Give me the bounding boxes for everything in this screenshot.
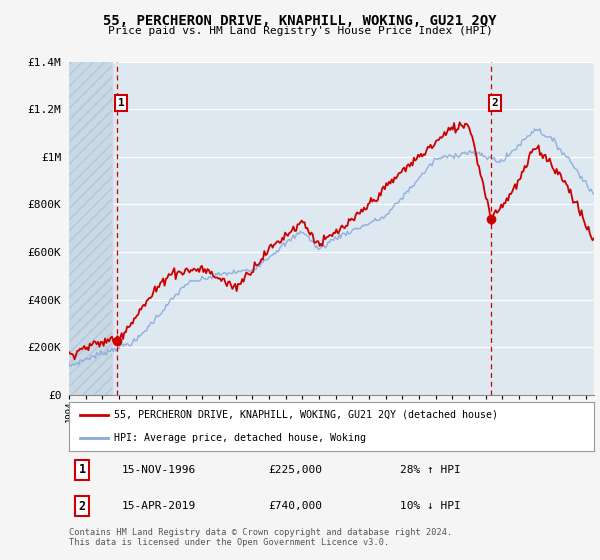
Text: £225,000: £225,000 [269, 465, 323, 475]
Text: 15-APR-2019: 15-APR-2019 [121, 501, 196, 511]
Text: 2: 2 [491, 98, 498, 108]
Text: HPI: Average price, detached house, Woking: HPI: Average price, detached house, Woki… [113, 433, 365, 444]
Text: Price paid vs. HM Land Registry's House Price Index (HPI): Price paid vs. HM Land Registry's House … [107, 26, 493, 36]
Text: 10% ↓ HPI: 10% ↓ HPI [400, 501, 461, 511]
Text: £740,000: £740,000 [269, 501, 323, 511]
Text: 1: 1 [79, 463, 86, 476]
Text: 55, PERCHERON DRIVE, KNAPHILL, WOKING, GU21 2QY: 55, PERCHERON DRIVE, KNAPHILL, WOKING, G… [103, 14, 497, 28]
Text: 1: 1 [118, 98, 125, 108]
Text: Contains HM Land Registry data © Crown copyright and database right 2024.
This d: Contains HM Land Registry data © Crown c… [69, 528, 452, 547]
Text: 2: 2 [79, 500, 86, 512]
Text: 28% ↑ HPI: 28% ↑ HPI [400, 465, 461, 475]
Text: 15-NOV-1996: 15-NOV-1996 [121, 465, 196, 475]
Text: 55, PERCHERON DRIVE, KNAPHILL, WOKING, GU21 2QY (detached house): 55, PERCHERON DRIVE, KNAPHILL, WOKING, G… [113, 410, 497, 420]
Bar [69, 62, 112, 395]
Bar [69, 62, 112, 395]
